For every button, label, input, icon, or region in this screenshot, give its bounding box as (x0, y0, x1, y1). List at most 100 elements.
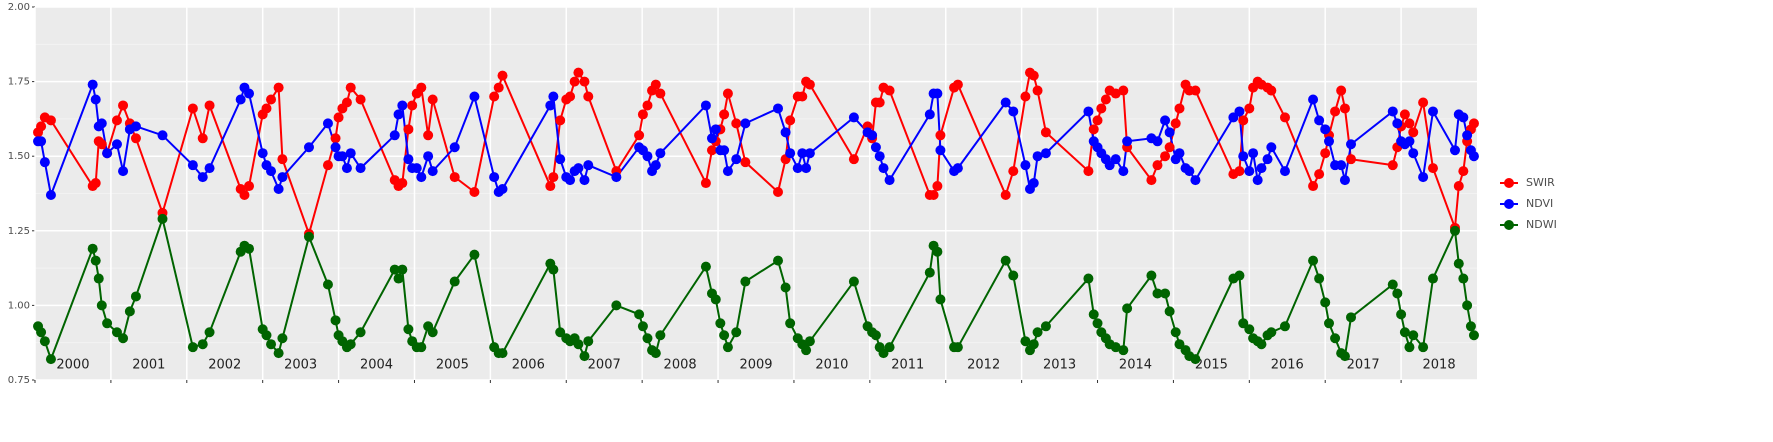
point (870, 142, 881, 153)
point (642, 151, 653, 162)
point (1234, 270, 1245, 281)
point (710, 124, 721, 135)
point (403, 324, 414, 335)
point (924, 267, 935, 278)
point (45, 354, 56, 365)
point (39, 157, 50, 168)
point (1122, 136, 1133, 147)
point (345, 148, 356, 159)
point (45, 189, 56, 200)
point (569, 76, 580, 87)
point (322, 279, 333, 290)
point (870, 330, 881, 341)
point (277, 333, 288, 344)
point (1110, 88, 1121, 99)
point (1279, 321, 1290, 332)
point (1320, 297, 1331, 308)
point (330, 133, 341, 144)
point (124, 306, 135, 317)
point (244, 181, 255, 192)
year-label: 2018 (1423, 358, 1456, 373)
point (797, 91, 808, 102)
point (555, 115, 566, 126)
point (1190, 85, 1201, 96)
point (1164, 306, 1175, 317)
year-label: 2015 (1195, 358, 1228, 373)
point (797, 148, 808, 159)
point (1462, 130, 1473, 141)
point (1028, 178, 1039, 189)
point (118, 100, 129, 111)
point (573, 339, 584, 350)
point (804, 79, 815, 90)
point (1465, 321, 1476, 332)
year-label: 2009 (739, 358, 772, 373)
point (130, 121, 141, 132)
point (722, 88, 733, 99)
point (239, 189, 250, 200)
point (1000, 189, 1011, 200)
point (1392, 118, 1403, 129)
point (932, 181, 943, 192)
point (1146, 270, 1157, 281)
point (1336, 85, 1347, 96)
point (330, 315, 341, 326)
point (1170, 327, 1181, 338)
point (1314, 169, 1325, 180)
point (545, 100, 556, 111)
point (1238, 151, 1249, 162)
point (573, 67, 584, 78)
point (397, 100, 408, 111)
point (1118, 166, 1129, 177)
point (497, 184, 508, 195)
point (1252, 175, 1263, 186)
point (1190, 354, 1201, 365)
point (1462, 300, 1473, 311)
point (1418, 97, 1429, 108)
point (1427, 106, 1438, 117)
point (1427, 163, 1438, 174)
point (1468, 330, 1479, 341)
legend-marker (1504, 178, 1514, 188)
point (1028, 339, 1039, 350)
point (1418, 172, 1429, 183)
point (583, 91, 594, 102)
point (355, 94, 366, 105)
point (1020, 91, 1031, 102)
point (1190, 175, 1201, 186)
point (579, 175, 590, 186)
point (1088, 309, 1099, 320)
point (719, 109, 730, 120)
point (403, 154, 414, 165)
legend-label: SWIR (1526, 176, 1555, 189)
point (1266, 85, 1277, 96)
point (1266, 327, 1277, 338)
point (878, 163, 889, 174)
point (273, 184, 284, 195)
point (952, 342, 963, 353)
point (655, 148, 666, 159)
point (932, 88, 943, 99)
point (740, 118, 751, 129)
point (469, 187, 480, 198)
point (1308, 181, 1319, 192)
point (642, 100, 653, 111)
point (1458, 273, 1469, 284)
point (700, 100, 711, 111)
point (1000, 255, 1011, 266)
point (611, 300, 622, 311)
point (637, 321, 648, 332)
point (36, 327, 47, 338)
point (1118, 345, 1129, 356)
point (1339, 351, 1350, 362)
point (1346, 154, 1357, 165)
point (1308, 94, 1319, 105)
point (548, 91, 559, 102)
point (935, 294, 946, 305)
point (102, 318, 113, 329)
point (1083, 273, 1094, 284)
point (848, 276, 859, 287)
point (731, 327, 742, 338)
point (469, 91, 480, 102)
point (1032, 151, 1043, 162)
